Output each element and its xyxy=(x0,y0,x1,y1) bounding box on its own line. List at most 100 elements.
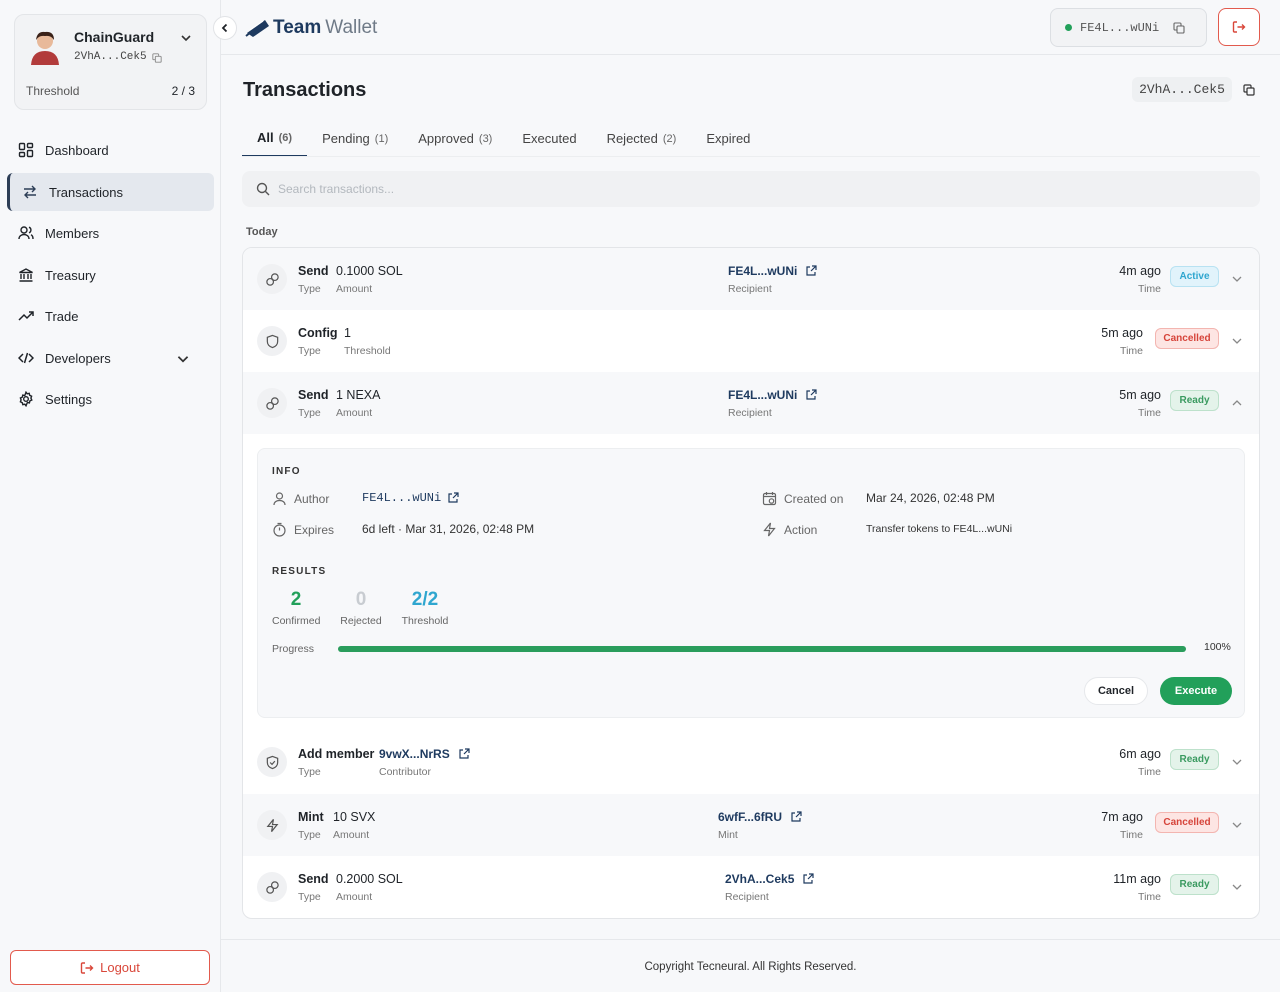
progress-fill xyxy=(338,646,1186,652)
sidebar-item-dashboard[interactable]: Dashboard xyxy=(7,131,214,169)
logout-button[interactable]: Logout xyxy=(10,950,210,985)
sidebar-item-treasury[interactable]: Treasury xyxy=(7,256,214,294)
sidebar-item-label: Settings xyxy=(45,391,92,407)
chevron-down-icon[interactable] xyxy=(1231,756,1243,768)
external-link-icon[interactable] xyxy=(802,873,814,885)
member-address[interactable]: 9vwX...NrRS xyxy=(379,747,450,761)
gear-icon xyxy=(19,391,33,407)
transfer-icon xyxy=(257,388,287,418)
grid-icon xyxy=(18,142,34,158)
sidebar-item-label: Members xyxy=(45,225,100,241)
external-link-icon[interactable] xyxy=(458,748,470,760)
chevron-down-icon xyxy=(177,356,189,363)
chevron-left-icon xyxy=(221,23,228,33)
external-link-icon[interactable] xyxy=(790,811,802,823)
chevron-down-icon[interactable] xyxy=(1231,881,1243,893)
tx-type: Config Type xyxy=(298,326,338,357)
status-badge: Cancelled xyxy=(1155,328,1219,349)
table-row[interactable]: Add member Type 9vwX...NrRS Contributor 6m… xyxy=(243,731,1259,793)
trend-icon xyxy=(18,311,34,321)
wallet-logo-icon xyxy=(245,20,269,37)
profile-address: 2VhA...Cek5 xyxy=(74,51,147,63)
tab-count: (6) xyxy=(278,131,293,144)
date-group-label: Today xyxy=(246,226,278,238)
info-section-title: INFO xyxy=(272,466,301,477)
sidebar-item-trade[interactable]: Trade xyxy=(7,297,214,335)
page-title: Transactions xyxy=(243,79,367,101)
recipient-address[interactable]: 2VhA...Cek5 xyxy=(725,872,795,886)
progress-label: Progress xyxy=(272,643,315,655)
external-link-icon[interactable] xyxy=(805,265,817,277)
profile-name: ChainGuard xyxy=(74,29,155,45)
author-label: Author xyxy=(272,491,329,506)
brand-name: Team xyxy=(273,17,322,38)
connected-wallet[interactable]: FE4L...wUNi xyxy=(1050,8,1207,47)
sidebar: ChainGuard 2VhA...Cek5 Threshold 2 / 3 D… xyxy=(0,0,221,992)
copy-icon[interactable] xyxy=(152,53,162,63)
user-icon xyxy=(273,492,286,506)
recipient-address[interactable]: FE4L...wUNi xyxy=(728,388,798,402)
tab-approved[interactable]: Approved (3) xyxy=(403,120,507,157)
chevron-down-icon[interactable] xyxy=(179,31,193,45)
tab-all[interactable]: All (6) xyxy=(242,120,308,157)
search-input[interactable] xyxy=(278,182,1178,196)
tx-time: 11m ago Time xyxy=(1113,872,1161,903)
sidebar-item-label: Trade xyxy=(45,308,79,324)
transaction-details-panel: INFO Author FE4L...wUNi Created on Mar 2… xyxy=(257,448,1245,718)
table-row[interactable]: Send Type 0.2000 SOL Amount 2VhA...Cek5 Rec… xyxy=(243,856,1259,918)
sidebar-item-settings[interactable]: Settings xyxy=(7,380,214,418)
sidebar-item-developers[interactable]: Developers xyxy=(7,339,214,377)
table-row[interactable]: Config Type 1 Threshold 5m ago Time Cancell… xyxy=(243,310,1259,372)
execute-button[interactable]: Execute xyxy=(1160,677,1232,705)
cancel-button[interactable]: Cancel xyxy=(1084,677,1148,705)
chevron-down-icon[interactable] xyxy=(1231,273,1243,285)
chevron-down-icon[interactable] xyxy=(1231,335,1243,347)
chevron-down-icon[interactable] xyxy=(1231,819,1243,831)
brand-logo: Team Wallet xyxy=(245,17,377,39)
copy-icon[interactable] xyxy=(1173,21,1185,34)
tab-executed[interactable]: Executed xyxy=(507,120,591,157)
table-row[interactable]: Mint Type 10 SVX Amount 6wfF...6fRU Mint 7m… xyxy=(243,794,1259,856)
vault-address: 2VhA...Cek5 xyxy=(1132,77,1232,102)
tab-pending[interactable]: Pending (1) xyxy=(307,120,403,157)
status-badge: Ready xyxy=(1170,749,1219,770)
timer-icon xyxy=(273,522,286,537)
users-icon xyxy=(18,226,34,240)
tab-count: (3) xyxy=(478,132,493,145)
tx-recipient: FE4L...wUNi Recipient xyxy=(728,388,817,419)
recipient-address[interactable]: FE4L...wUNi xyxy=(728,264,798,278)
mint-address[interactable]: 6wfF...6fRU xyxy=(718,810,783,824)
tx-mint: 6wfF...6fRU Mint xyxy=(718,810,802,841)
disconnect-button[interactable] xyxy=(1218,8,1260,46)
profile-card[interactable]: ChainGuard 2VhA...Cek5 Threshold 2 / 3 xyxy=(14,14,207,110)
copy-icon[interactable] xyxy=(1243,84,1255,96)
tx-type: Send Type xyxy=(298,264,329,295)
tx-time: 4m ago Time xyxy=(1119,264,1161,295)
tab-rejected[interactable]: Rejected (2) xyxy=(592,120,692,157)
external-link-icon[interactable] xyxy=(805,389,817,401)
sidebar-item-label: Transactions xyxy=(49,184,123,200)
collapse-sidebar-button[interactable] xyxy=(213,16,237,40)
created-value: Mar 24, 2026, 02:48 PM xyxy=(866,491,995,505)
tx-type: Send Type xyxy=(298,872,329,903)
author-value: FE4L...wUNi xyxy=(362,491,459,505)
tx-time: 5m ago Time xyxy=(1101,326,1143,357)
tab-label: Approved xyxy=(418,131,474,146)
results-section-title: RESULTS xyxy=(272,566,327,577)
transfer-icon xyxy=(257,872,287,902)
sidebar-item-members[interactable]: Members xyxy=(7,214,214,252)
table-row[interactable]: Send Type 0.1000 SOL Amount FE4L...wUNi Rec… xyxy=(243,248,1259,310)
external-link-icon[interactable] xyxy=(447,492,459,504)
status-badge: Ready xyxy=(1170,874,1219,895)
tx-type: Send Type xyxy=(298,388,329,419)
tab-label: Executed xyxy=(522,131,577,146)
search-bar xyxy=(242,171,1260,207)
table-row[interactable]: Send Type 1 NEXA Amount FE4L...wUNi Recipie… xyxy=(243,372,1259,434)
tab-label: Pending xyxy=(322,131,370,146)
tab-expired[interactable]: Expired xyxy=(691,120,765,157)
chevron-up-icon[interactable] xyxy=(1231,397,1243,409)
tx-time: 6m ago Time xyxy=(1119,747,1161,778)
logout-icon xyxy=(80,961,94,974)
tab-count: (1) xyxy=(374,132,389,145)
sidebar-item-transactions[interactable]: Transactions xyxy=(7,173,214,211)
